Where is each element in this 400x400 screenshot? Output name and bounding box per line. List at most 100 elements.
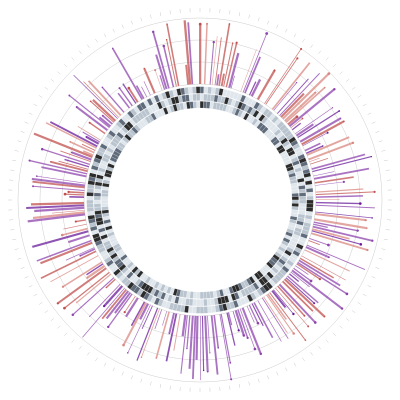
radial-spoke bbox=[295, 265, 309, 275]
spoke-end-mark bbox=[198, 22, 202, 26]
radial-spoke bbox=[40, 241, 93, 265]
outer-tick bbox=[14, 150, 19, 152]
spoke-end-mark bbox=[340, 307, 344, 310]
spoke-end-mark bbox=[296, 57, 299, 60]
outer-tick bbox=[159, 383, 162, 388]
spoke-end-mark bbox=[68, 94, 71, 97]
spoke-end-mark bbox=[123, 311, 126, 314]
radial-spoke bbox=[283, 278, 326, 318]
spoke-end-mark bbox=[67, 190, 70, 194]
ring-tile bbox=[195, 86, 201, 94]
spoke-end-mark bbox=[343, 120, 345, 123]
spoke-end-mark bbox=[295, 115, 299, 119]
radial-spoke bbox=[180, 315, 188, 374]
radial-spoke bbox=[33, 132, 93, 158]
radial-spoke bbox=[102, 115, 113, 125]
spoke-end-mark bbox=[364, 219, 367, 222]
radial-spoke bbox=[302, 132, 328, 147]
radial-spoke bbox=[124, 296, 136, 313]
radial-spoke bbox=[29, 159, 88, 175]
spoke-end-mark bbox=[206, 370, 209, 373]
radial-spoke bbox=[240, 49, 257, 92]
radial-spoke bbox=[34, 206, 85, 213]
spoke-end-mark bbox=[366, 227, 368, 229]
outer-tick bbox=[385, 229, 390, 231]
spoke-end-mark bbox=[63, 192, 67, 196]
ring-tile bbox=[94, 206, 102, 212]
radial-spoke bbox=[228, 52, 240, 89]
spoke-end-mark bbox=[326, 131, 329, 134]
radial-spoke bbox=[227, 312, 233, 326]
radial-spoke bbox=[141, 305, 153, 330]
radial-spoke bbox=[188, 315, 194, 369]
spoke-end-mark bbox=[154, 69, 157, 72]
radial-spoke bbox=[275, 287, 309, 327]
ring-tile bbox=[101, 199, 109, 204]
radial-spoke bbox=[192, 315, 197, 379]
ring-tile bbox=[196, 101, 201, 109]
outer-tick bbox=[38, 302, 43, 305]
ring-tile bbox=[305, 184, 313, 189]
radial-spoke bbox=[128, 87, 139, 103]
radial-spoke bbox=[306, 136, 350, 156]
radial-spoke bbox=[297, 261, 348, 295]
ring-tile bbox=[291, 199, 299, 204]
outer-tick bbox=[357, 95, 362, 98]
spoke-end-mark bbox=[155, 357, 158, 359]
spoke-end-mark bbox=[209, 352, 211, 354]
spoke-end-mark bbox=[359, 243, 363, 246]
outer-tick bbox=[381, 150, 386, 152]
spoke-end-mark bbox=[28, 159, 31, 162]
outer-tick bbox=[383, 238, 388, 241]
outer-tick bbox=[64, 332, 68, 336]
outer-tick bbox=[345, 79, 350, 82]
radial-spoke bbox=[72, 277, 115, 316]
radial-spoke bbox=[27, 213, 86, 223]
radial-spoke bbox=[288, 273, 300, 283]
radial-spoke bbox=[86, 264, 106, 279]
ring-tile bbox=[86, 207, 95, 212]
spoke-end-mark bbox=[206, 22, 209, 25]
spoke-end-mark bbox=[88, 121, 91, 124]
radial-spoke bbox=[186, 315, 191, 349]
radial-spoke bbox=[195, 315, 199, 360]
radial-spoke bbox=[288, 88, 336, 128]
radial-spoke bbox=[277, 78, 309, 114]
radial-spoke bbox=[271, 290, 287, 309]
radial-spoke bbox=[311, 230, 361, 245]
spoke-end-mark bbox=[300, 47, 303, 50]
outer-tick bbox=[24, 276, 29, 279]
ring-tile bbox=[191, 86, 197, 94]
spoke-end-mark bbox=[246, 336, 249, 339]
radial-spoke bbox=[111, 47, 143, 100]
radial-spoke bbox=[290, 271, 310, 288]
radial-spoke bbox=[315, 213, 366, 222]
outer-tick bbox=[285, 367, 288, 372]
spoke-end-mark bbox=[61, 285, 65, 288]
ring-tile bbox=[196, 299, 201, 307]
spoke-end-mark bbox=[101, 86, 104, 89]
outer-tick bbox=[375, 131, 380, 133]
radial-spoke bbox=[203, 23, 208, 85]
radial-spoke bbox=[242, 33, 268, 93]
outer-tick bbox=[302, 38, 305, 43]
spoke-end-mark bbox=[143, 67, 145, 70]
radial-spoke bbox=[315, 211, 373, 219]
ring-tile bbox=[189, 101, 194, 109]
radial-spoke bbox=[62, 261, 103, 288]
outer-tick bbox=[150, 381, 152, 386]
spoke-end-mark bbox=[303, 314, 306, 317]
radial-spoke bbox=[82, 150, 94, 156]
radial-spoke bbox=[87, 80, 122, 116]
radial-spoke bbox=[280, 92, 305, 118]
outer-tick bbox=[257, 17, 260, 22]
ring-tile bbox=[93, 192, 102, 197]
radial-spoke bbox=[166, 39, 177, 87]
radial-spoke bbox=[26, 204, 85, 209]
outer-tick bbox=[371, 121, 376, 124]
radial-spoke bbox=[45, 122, 97, 149]
ring-tile bbox=[203, 86, 209, 94]
spoke-end-mark bbox=[256, 321, 260, 325]
outer-tick bbox=[44, 310, 49, 314]
